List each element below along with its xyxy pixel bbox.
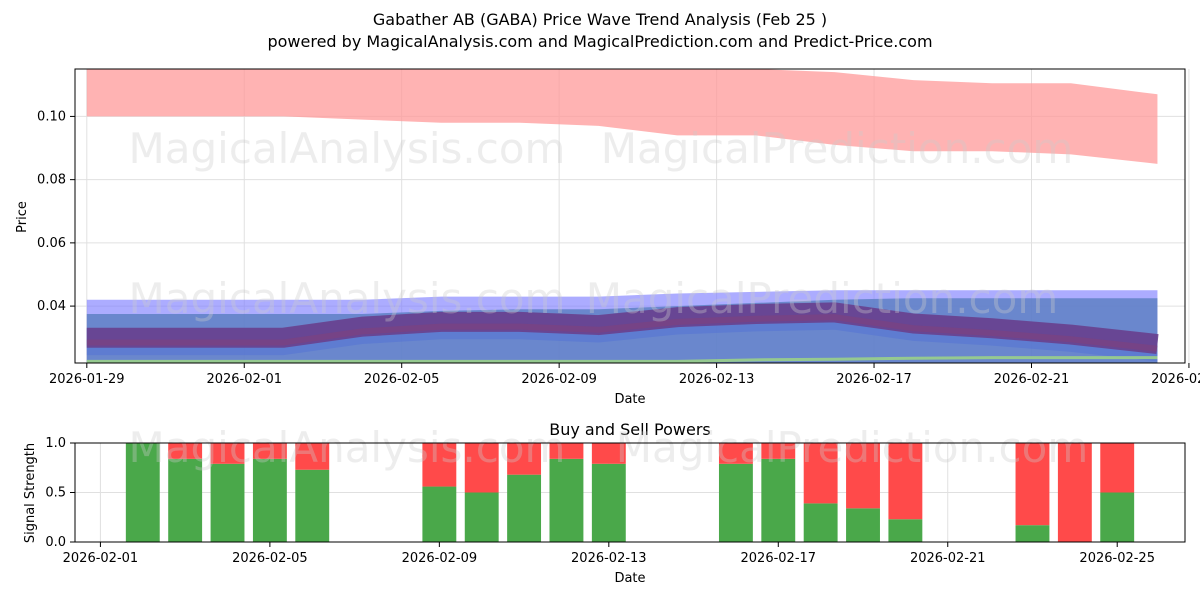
powers-title: Buy and Sell Powers bbox=[549, 420, 711, 439]
price-y-label: Price bbox=[15, 201, 30, 233]
sell-bar bbox=[549, 443, 584, 459]
price-x-tick-label: 2026-01-29 bbox=[49, 372, 125, 387]
buy-bar bbox=[718, 463, 753, 542]
price-x-label: Date bbox=[614, 392, 645, 407]
upper-price-band bbox=[86, 69, 1158, 164]
price-y-tick-label: 0.04 bbox=[37, 299, 66, 314]
sell-bar bbox=[718, 443, 753, 464]
sell-bar bbox=[295, 443, 330, 470]
price-x-tick-label: 2026-02-17 bbox=[836, 372, 912, 387]
sell-bar bbox=[252, 443, 287, 459]
powers-x-tick-label: 2026-02-09 bbox=[402, 551, 478, 566]
sell-bar bbox=[888, 443, 923, 520]
powers-x-tick-label: 2026-02-21 bbox=[910, 551, 986, 566]
powers-x-tick-label: 2026-02-01 bbox=[63, 551, 139, 566]
price-x-tick-label: 2026-02-25 bbox=[1151, 372, 1200, 387]
buy-bar bbox=[125, 443, 160, 542]
buy-bar bbox=[210, 463, 245, 542]
price-x-tick-label: 2026-02-13 bbox=[679, 372, 755, 387]
sell-bar bbox=[846, 443, 880, 509]
price-x-axis: 2026-01-29 2026-02-01 2026-02-05 2026-02-09… bbox=[49, 363, 1200, 387]
sell-bar bbox=[1015, 443, 1050, 526]
chart-subtitle: powered by MagicalAnalysis.com and Magic… bbox=[267, 32, 932, 51]
powers-x-label: Date bbox=[614, 571, 645, 586]
sell-bar bbox=[507, 443, 542, 475]
price-plot-frame bbox=[74, 68, 1186, 364]
buy-bar bbox=[252, 458, 287, 542]
sell-bar bbox=[1100, 443, 1135, 493]
sell-bar bbox=[168, 443, 203, 459]
powers-y-tick-label: 1.0 bbox=[45, 436, 66, 451]
buy-bar bbox=[1100, 492, 1135, 542]
watermark-prediction-top: MagicalPrediction.com bbox=[601, 124, 1074, 173]
powers-x-tick-label: 2026-02-17 bbox=[741, 551, 817, 566]
watermark-analysis-mid: MagicalAnalysis.com bbox=[129, 274, 566, 323]
buy-bar bbox=[888, 519, 923, 542]
price-y-tick-label: 0.06 bbox=[37, 236, 66, 251]
wave-secondary-line bbox=[86, 314, 1158, 352]
powers-y-axis: 0.0 0.5 1.0 bbox=[45, 436, 75, 550]
watermark-prediction-mid: MagicalPrediction.com bbox=[586, 274, 1059, 323]
sell-bar bbox=[761, 443, 796, 459]
price-x-tick-label: 2026-02-09 bbox=[521, 372, 597, 387]
buy-bar bbox=[168, 458, 203, 542]
price-y-axis: 0.04 0.06 0.08 0.10 bbox=[37, 109, 75, 314]
powers-x-axis: 2026-02-01 2026-02-05 2026-02-09 2026-02-13… bbox=[63, 542, 1155, 566]
buy-bar bbox=[295, 469, 330, 542]
buy-bar bbox=[761, 458, 796, 542]
watermark-prediction-bottom: MagicalPrediction.com bbox=[616, 423, 1089, 472]
sell-bar bbox=[464, 443, 499, 493]
price-x-tick-label: 2026-02-05 bbox=[364, 372, 440, 387]
powers-panel: Buy and Sell Powers MagicalAnalysis.com … bbox=[23, 420, 1186, 586]
price-areas bbox=[86, 69, 1159, 363]
sell-bar bbox=[591, 443, 626, 464]
sell-bar bbox=[803, 443, 838, 504]
buy-bar bbox=[803, 503, 838, 542]
price-y-tick-label: 0.08 bbox=[37, 173, 66, 188]
wave-center-line bbox=[86, 302, 1159, 354]
powers-x-tick-label: 2026-02-05 bbox=[232, 551, 308, 566]
support-line bbox=[86, 356, 1158, 363]
buy-bar bbox=[591, 463, 626, 542]
powers-y-label: Signal Strength bbox=[23, 443, 38, 543]
powers-bars bbox=[125, 443, 1135, 542]
price-y-tick-label: 0.10 bbox=[37, 109, 66, 124]
watermark-analysis-top: MagicalAnalysis.com bbox=[129, 124, 566, 173]
sell-bar bbox=[210, 443, 245, 464]
sell-bar bbox=[422, 443, 457, 487]
buy-bar bbox=[422, 486, 457, 542]
powers-x-tick-label: 2026-02-25 bbox=[1079, 551, 1155, 566]
buy-bar bbox=[1015, 525, 1050, 542]
buy-bar bbox=[507, 474, 542, 542]
price-x-tick-label: 2026-02-21 bbox=[994, 372, 1070, 387]
watermark-analysis-bottom: MagicalAnalysis.com bbox=[129, 423, 566, 472]
chart-title: Gabather AB (GABA) Price Wave Trend Anal… bbox=[373, 10, 827, 29]
buy-bar bbox=[549, 458, 584, 542]
powers-y-tick-label: 0.5 bbox=[45, 486, 66, 501]
sell-bar bbox=[1057, 443, 1092, 542]
price-panel: MagicalAnalysis.com MagicalPrediction.co… bbox=[15, 68, 1200, 407]
buy-bar bbox=[464, 492, 499, 542]
powers-y-tick-label: 0.0 bbox=[45, 535, 66, 550]
price-x-tick-label: 2026-02-01 bbox=[206, 372, 282, 387]
buy-bar bbox=[846, 508, 880, 542]
powers-x-tick-label: 2026-02-13 bbox=[571, 551, 647, 566]
